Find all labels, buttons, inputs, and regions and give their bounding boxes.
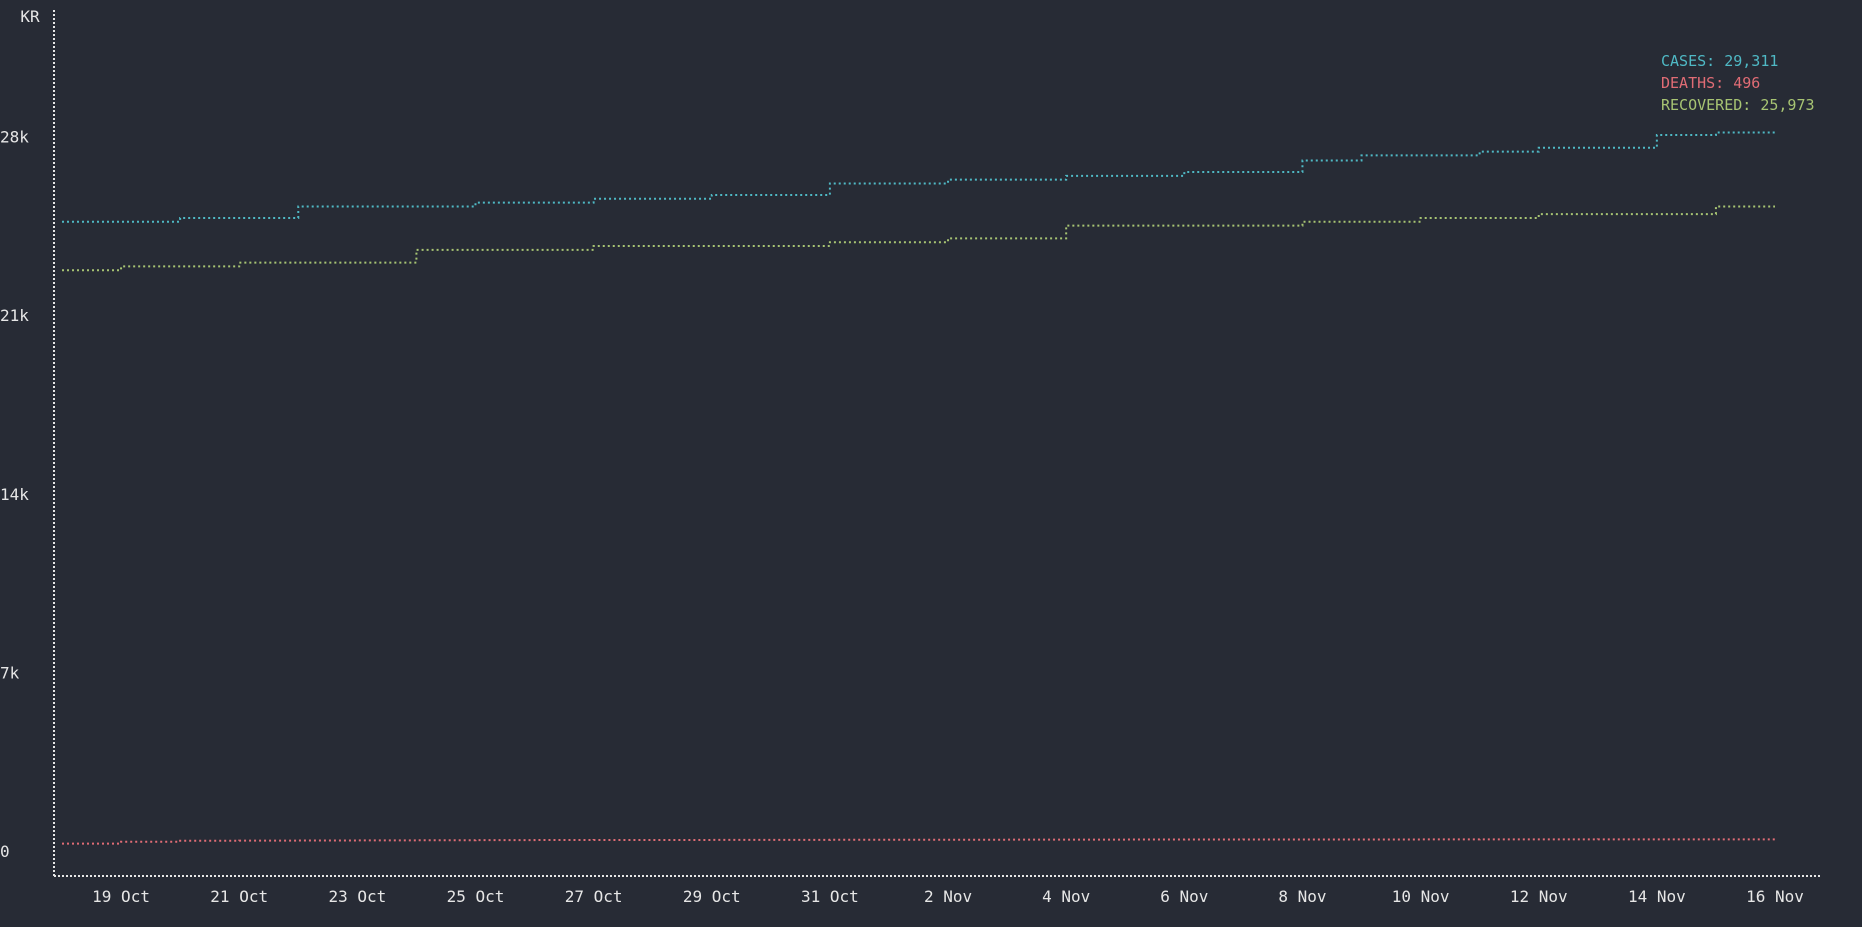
series-layer (62, 129, 1776, 845)
x-tick-label: 8 Nov (1278, 887, 1326, 906)
x-tick-label: 27 Oct (565, 887, 623, 906)
x-tick-label: 16 Nov (1746, 887, 1804, 906)
y-tick-label: 14k (0, 485, 29, 504)
series-line-deaths (62, 838, 1775, 845)
y-tick-label: 28k (0, 128, 29, 147)
y-tick-label: 7k (0, 663, 20, 682)
y-tick-labels: 0 7k 14k 21k 28k (0, 128, 29, 861)
x-tick-label: 19 Oct (92, 887, 150, 906)
x-tick-label: 21 Oct (210, 887, 268, 906)
x-tick-label: 6 Nov (1160, 887, 1208, 906)
x-tick-label: 31 Oct (801, 887, 859, 906)
x-tick-labels: 19 Oct 21 Oct 23 Oct 25 Oct 27 Oct 29 Oct 31 O… (92, 887, 1804, 906)
x-tick-label: 2 Nov (924, 887, 972, 906)
x-tick-label: 29 Oct (683, 887, 741, 906)
series-line-recovered (62, 205, 1775, 272)
chart-title: KR (20, 7, 40, 26)
y-tick-label: 0 (0, 842, 10, 861)
x-tick-label: 25 Oct (447, 887, 505, 906)
legend-entry-cases: CASES: 29,311 (1661, 52, 1778, 70)
y-tick-label: 21k (0, 306, 29, 325)
x-tick-label: 10 Nov (1392, 887, 1450, 906)
legend-entry-recovered: RECOVERED: 25,973 (1661, 96, 1815, 114)
x-tick-label: 12 Nov (1510, 887, 1568, 906)
series-line-cases (62, 129, 1776, 223)
x-tick-label: 23 Oct (328, 887, 386, 906)
legend-entry-deaths: DEATHS: 496 (1661, 74, 1760, 92)
legend: CASES: 29,311 DEATHS: 496 RECOVERED: 25,97… (1661, 52, 1815, 114)
x-tick-label: 14 Nov (1628, 887, 1686, 906)
x-tick-label: 4 Nov (1042, 887, 1090, 906)
